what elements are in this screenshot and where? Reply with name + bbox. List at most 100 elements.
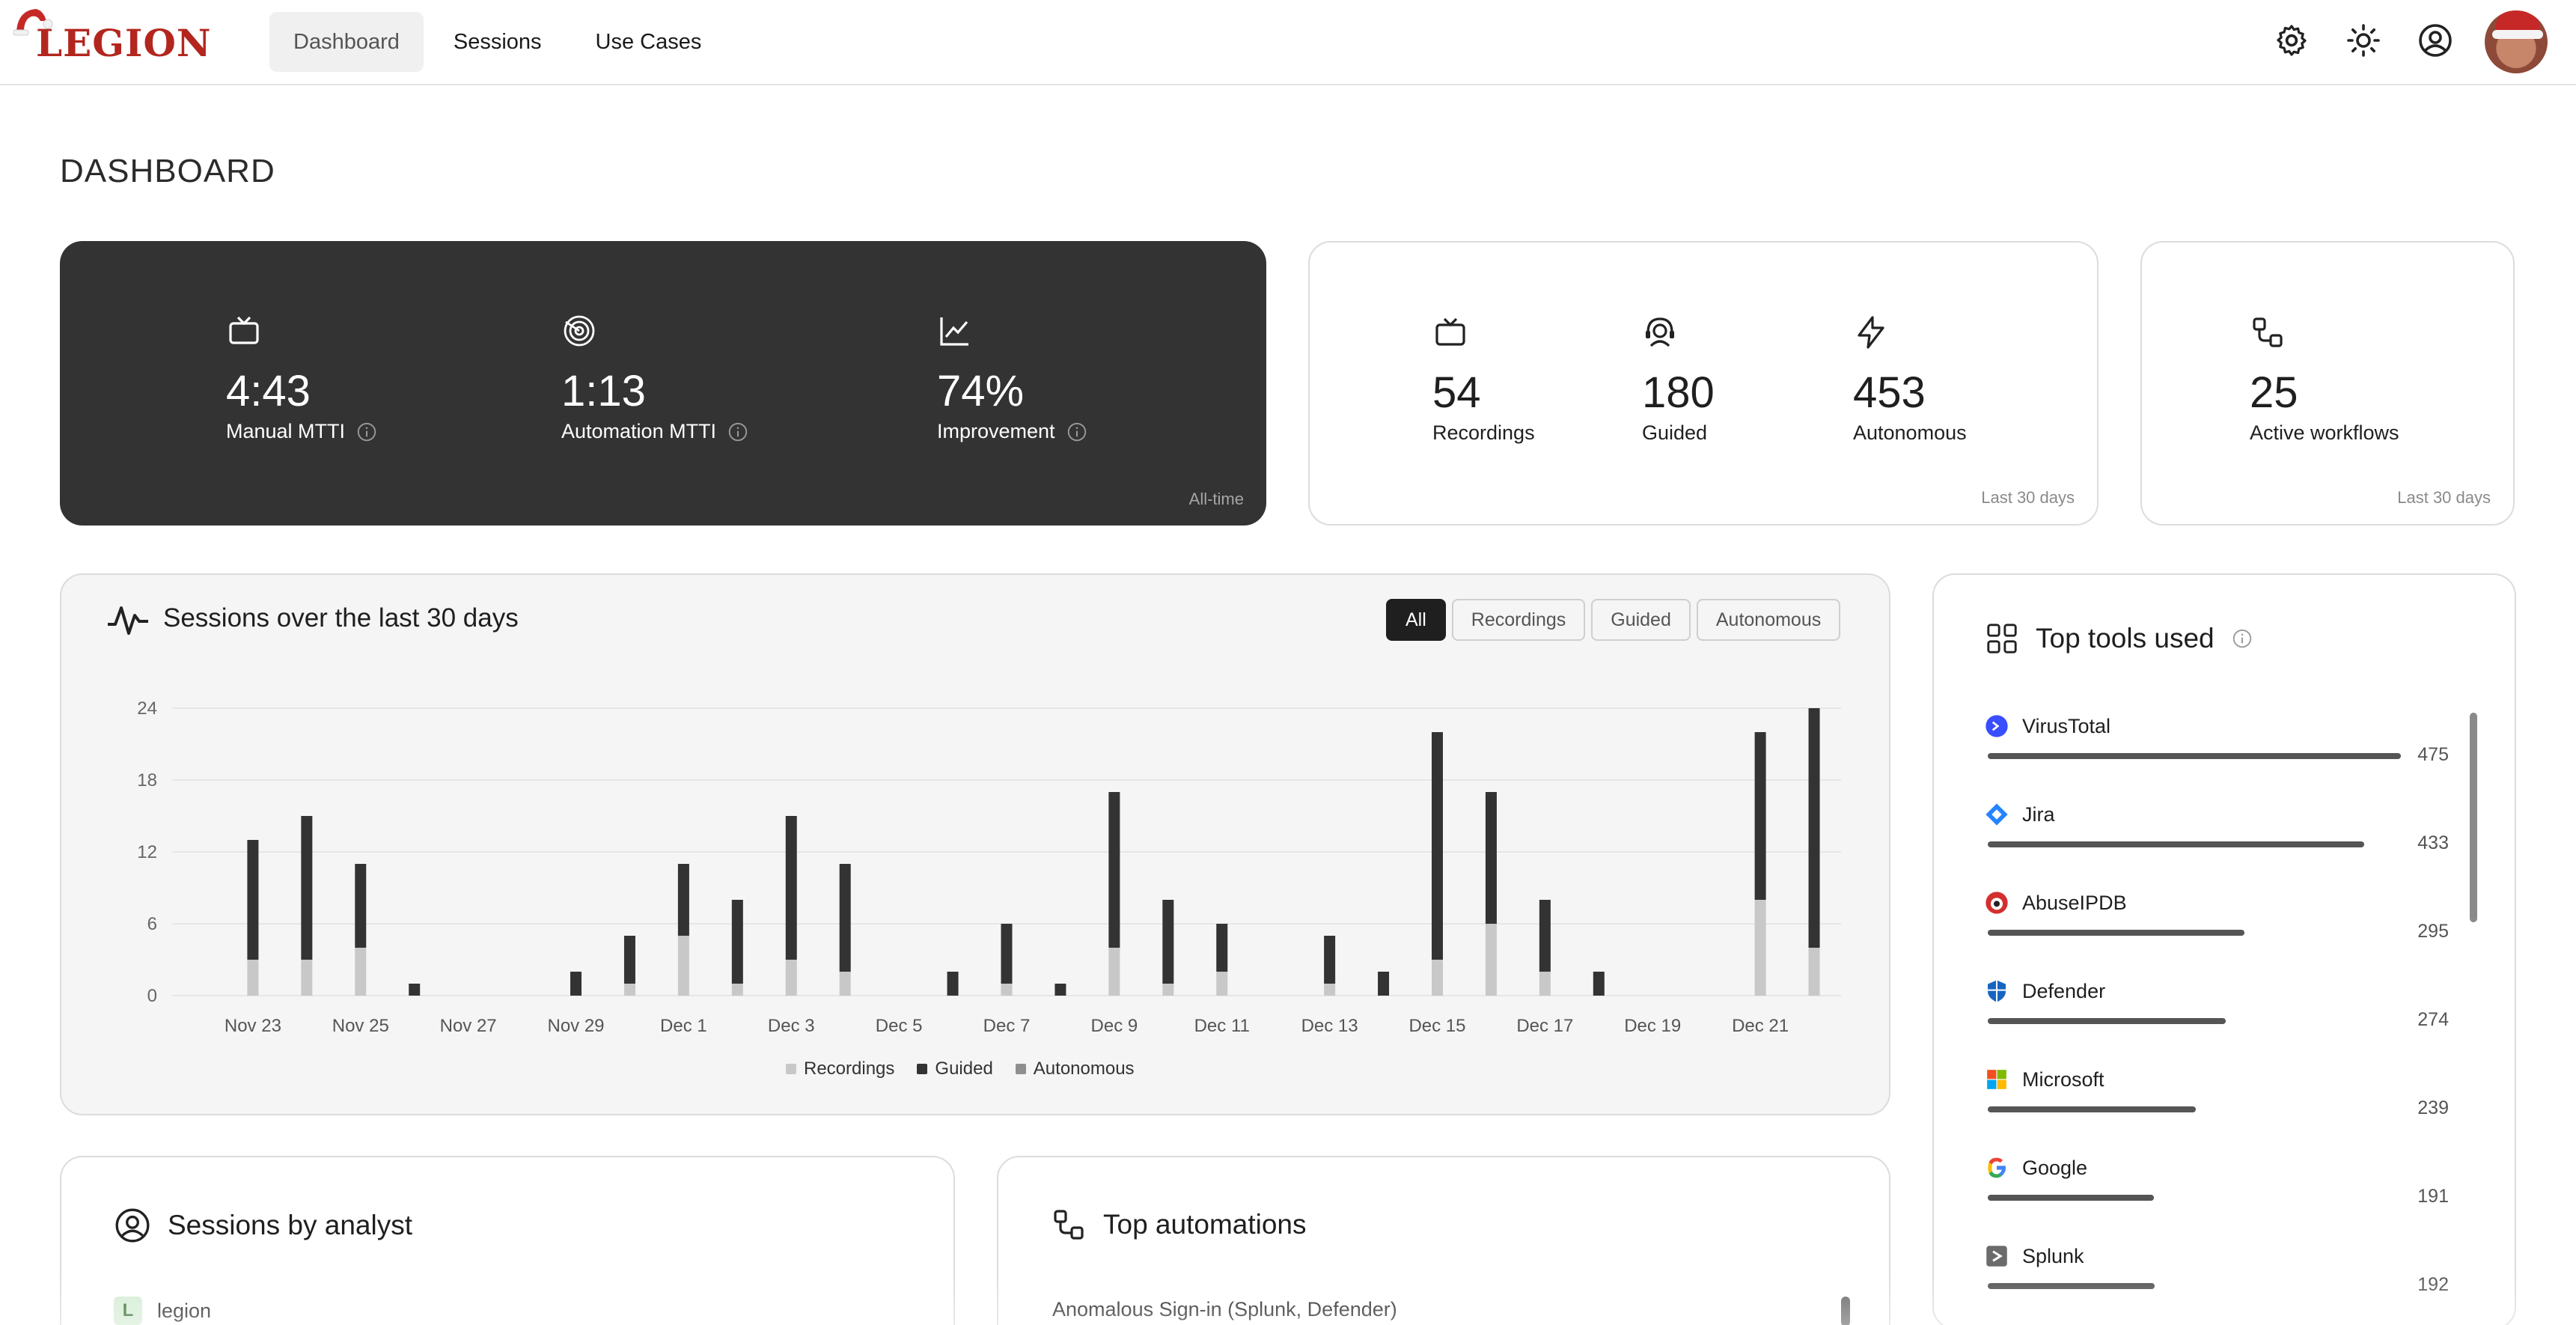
x-tick-label: Nov 27 [440, 1016, 497, 1036]
gear-icon[interactable] [2274, 22, 2310, 58]
bar-guided[interactable] [1808, 708, 1820, 948]
bar-guided[interactable] [1593, 972, 1605, 996]
info-icon[interactable] [1066, 421, 1088, 443]
filter-autonomous[interactable]: Autonomous [1696, 599, 1841, 641]
bar-guided[interactable] [355, 864, 367, 948]
bar-guided[interactable] [1754, 732, 1766, 900]
tool-row-virustotal[interactable]: VirusTotal 475 [1985, 714, 2449, 796]
filter-guided[interactable]: Guided [1591, 599, 1691, 641]
nav-use-cases[interactable]: Use Cases [595, 29, 702, 54]
main-nav: Dashboard Sessions Use Cases [269, 12, 725, 72]
stat-label: Recordings [1432, 421, 1535, 444]
bar-guided[interactable] [1054, 984, 1066, 996]
nav-dashboard[interactable]: Dashboard [269, 12, 424, 72]
bar-recordings[interactable] [1485, 924, 1497, 996]
tools-scrollbar[interactable] [2470, 713, 2477, 922]
bar-recordings[interactable] [301, 960, 313, 996]
bar-guided[interactable] [731, 900, 743, 984]
bar-recordings[interactable] [1001, 984, 1013, 996]
info-icon[interactable] [355, 421, 378, 443]
chart-line-icon [940, 317, 968, 346]
tool-name: Microsoft [2022, 1067, 2105, 1091]
top-tools-title: Top tools used [2036, 623, 2215, 654]
analyst-name: legion [157, 1299, 212, 1322]
sun-icon[interactable] [2345, 22, 2381, 58]
tool-bar [1988, 753, 2401, 759]
tool-bar [1988, 1283, 2155, 1289]
tool-row-microsoft[interactable]: Microsoft 239 [1985, 1067, 2449, 1150]
bar-recordings[interactable] [1808, 948, 1820, 996]
bar-recordings[interactable] [1216, 972, 1228, 996]
tool-bar [1988, 1106, 2196, 1112]
user-circle-icon[interactable] [2417, 22, 2453, 58]
stat-label: Manual MTTI [226, 420, 346, 442]
tool-row-defender[interactable]: Defender 274 [1985, 979, 2449, 1061]
bar-recordings[interactable] [247, 960, 259, 996]
bar-guided[interactable] [1324, 936, 1336, 984]
legend-recordings[interactable]: Recordings [786, 1059, 894, 1079]
bar-recordings[interactable] [731, 984, 743, 996]
bar-recordings[interactable] [355, 948, 367, 996]
bar-guided[interactable] [785, 816, 797, 960]
bar-guided[interactable] [1485, 792, 1497, 924]
tool-row-splunk[interactable]: Splunk 192 [1985, 1244, 2449, 1325]
activity-icon [108, 606, 148, 635]
bar-recordings[interactable] [1162, 984, 1174, 996]
bar-recordings[interactable] [623, 984, 635, 996]
automations-scrollbar[interactable] [1841, 1297, 1850, 1325]
bar-guided[interactable] [623, 936, 635, 984]
filter-recordings[interactable]: Recordings [1451, 599, 1586, 641]
info-icon[interactable] [727, 421, 749, 443]
virustotal-icon [1985, 714, 2009, 738]
bar-recordings[interactable] [1431, 960, 1443, 996]
bar-recordings[interactable] [839, 972, 851, 996]
bar-recordings[interactable] [1754, 900, 1766, 996]
stat-value: 4:43 [226, 367, 311, 415]
sessions-bar-chart: 0 6 12 18 24 Nov 23 Nov 25 Nov 27 Nov 29 Dec 1 Dec… [137, 698, 1841, 1036]
tool-name: Splunk [2022, 1244, 2084, 1267]
stat-autonomous: 453 Autonomous [1853, 314, 1967, 445]
bar-guided[interactable] [301, 816, 313, 960]
top-automations-card [997, 1156, 1890, 1325]
nav-sessions[interactable]: Sessions [453, 29, 542, 54]
bar-guided[interactable] [947, 972, 959, 996]
abuseipdb-icon [1985, 891, 2009, 915]
splunk-icon [1985, 1244, 2009, 1268]
bar-guided[interactable] [1378, 972, 1390, 996]
bar-guided[interactable] [1431, 732, 1443, 960]
bar-recordings[interactable] [677, 936, 689, 996]
chart-title: Sessions over the last 30 days [163, 603, 519, 633]
card-footer: All-time [1188, 490, 1244, 508]
bar-guided[interactable] [1216, 924, 1228, 972]
x-tick-label: Dec 3 [768, 1016, 815, 1036]
user-avatar[interactable] [2485, 10, 2548, 73]
tool-row-google[interactable]: Google 191 [1985, 1156, 2449, 1238]
bar-guided[interactable] [1001, 924, 1013, 984]
bar-recordings[interactable] [1539, 972, 1551, 996]
bar-guided[interactable] [677, 864, 689, 936]
bar-recordings[interactable] [1324, 984, 1336, 996]
sessions-by-analyst-card [60, 1156, 955, 1325]
bar-guided[interactable] [1108, 792, 1120, 948]
legend-autonomous[interactable]: Autonomous [1015, 1059, 1135, 1079]
analyst-badge: L [114, 1297, 142, 1325]
bar-guided[interactable] [1539, 900, 1551, 972]
page-title: DASHBOARD [60, 153, 275, 189]
bar-guided[interactable] [409, 984, 421, 996]
bar-guided[interactable] [247, 840, 259, 960]
bar-recordings[interactable] [1108, 948, 1120, 996]
sessions-chart-card [60, 573, 1890, 1115]
analyst-row[interactable]: L legion [114, 1297, 211, 1325]
legion-logo[interactable]: LEGION [10, 3, 211, 70]
tool-bar [1988, 1195, 2154, 1201]
filter-all[interactable]: All [1386, 599, 1446, 641]
tool-row-abuseipdb[interactable]: AbuseIPDB 295 [1985, 891, 2449, 973]
info-icon[interactable] [2231, 627, 2253, 650]
bar-guided[interactable] [1162, 900, 1174, 984]
bar-guided[interactable] [839, 864, 851, 972]
legend-guided[interactable]: Guided [917, 1059, 993, 1079]
bar-recordings[interactable] [785, 960, 797, 996]
automation-row[interactable]: Anomalous Sign-in (Splunk, Defender) [1052, 1298, 1397, 1321]
bar-guided[interactable] [570, 972, 582, 996]
tool-row-jira[interactable]: Jira 433 [1985, 802, 2449, 885]
